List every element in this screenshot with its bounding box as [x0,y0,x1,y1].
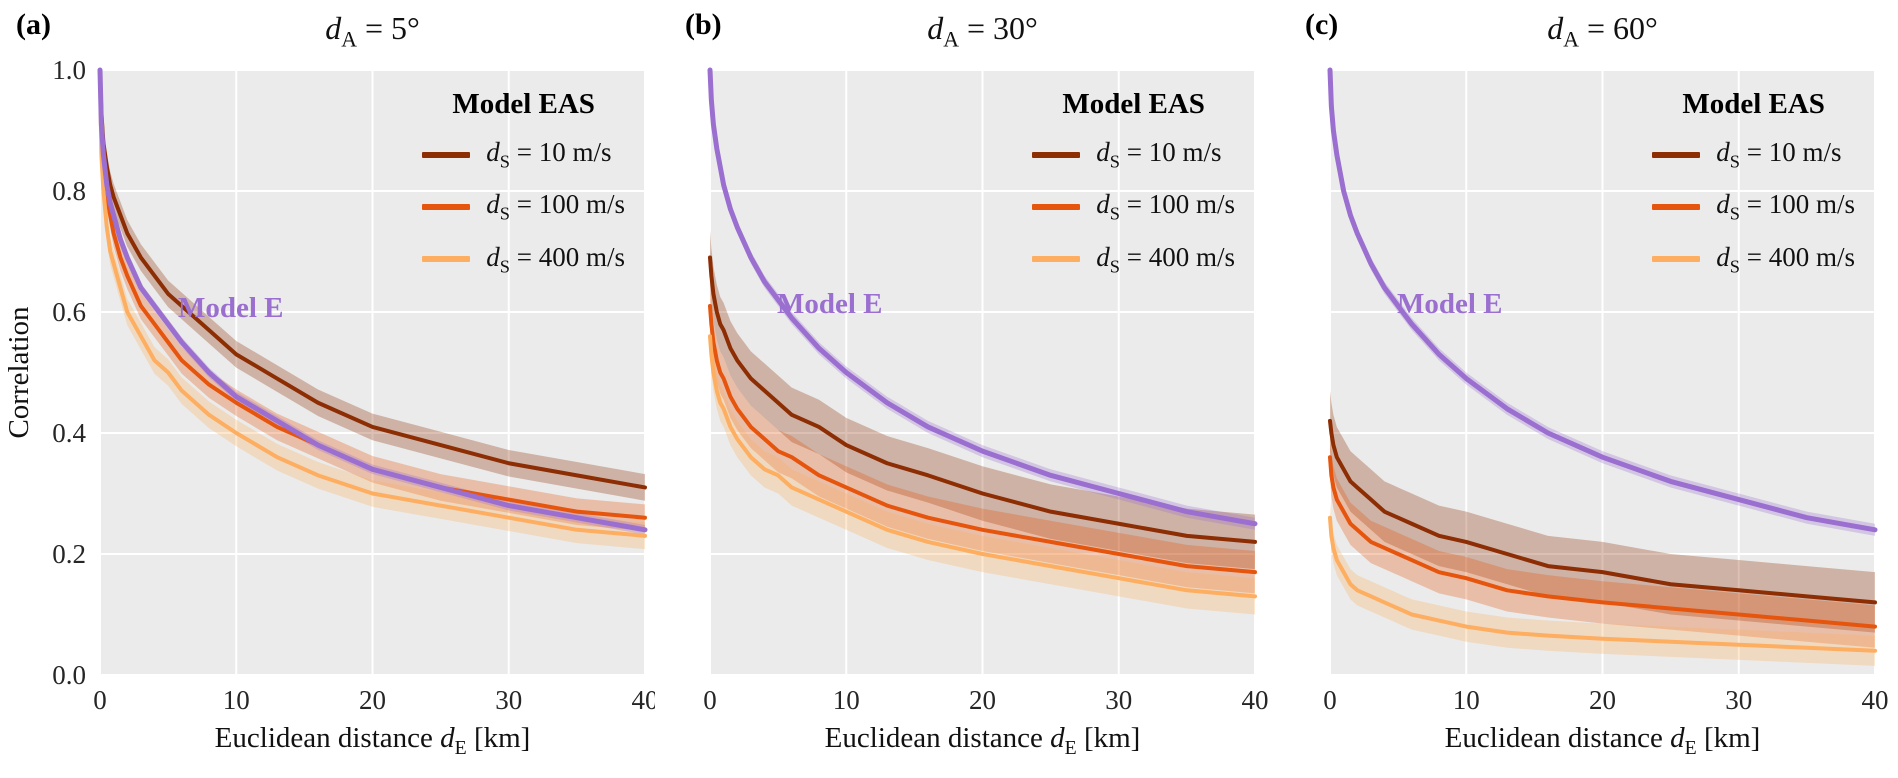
x-axis-label: Euclidean distance dE [km] [214,722,531,759]
legend-item: dS = 10 m/s [1652,137,1842,172]
title-subscript: A [943,27,959,52]
panel-label-a: (a) [16,8,51,41]
legend-line-swatch [1032,256,1081,263]
panel-c: (c) dA = 60° 0 10 20 30 40 Model EAS dS = 10… [1275,0,1895,778]
svg-text:0: 0 [93,685,107,715]
legend-item: dS = 10 m/s [422,137,612,172]
svg-text:40: 40 [632,685,656,715]
svg-text:0.0: 0.0 [52,660,86,690]
svg-text:0.8: 0.8 [52,176,86,206]
svg-text:40: 40 [1242,685,1269,715]
title-value: = 5° [356,10,420,46]
legend-line-swatch [422,256,471,263]
legend-title: Model EAS [452,88,595,120]
legend: Model EAS dS = 10 m/s dS = 100 m/s dS = … [1032,88,1235,294]
plot-c: 0 10 20 30 40 [1323,67,1889,715]
title-variable: d [325,10,342,46]
legend-line-swatch [1652,204,1701,211]
title-value: = 30° [958,10,1038,46]
legend-line-swatch [422,204,471,211]
legend-line-swatch [1652,256,1701,263]
svg-text:30: 30 [495,685,522,715]
panel-title-b: dA = 30° [710,10,1255,52]
svg-text:20: 20 [359,685,386,715]
model-e-annotation: Model E [1397,288,1503,320]
legend-line-swatch [1652,151,1701,158]
title-subscript: A [1563,27,1579,52]
svg-text:0.2: 0.2 [52,539,86,569]
panel-b: (b) dA = 30° 0 10 20 30 40 Model EAS dS = 10… [655,0,1275,778]
title-subscript: A [341,27,357,52]
panel-title-a: dA = 5° [100,10,645,52]
panel-a: (a) dA = 5° 0 10 20 30 40 0.0 0.2 0.4 0.6 0.8 1.0 C… [0,0,655,778]
legend-item: dS = 100 m/s [1032,189,1235,224]
model-e-annotation: Model E [178,292,284,324]
plot-a: 0 10 20 30 40 0.0 0.2 0.4 0.6 0.8 1.0 Correlation [3,55,656,715]
x-axis-label: Euclidean distance dE [km] [1444,722,1761,759]
title-variable: d [927,10,944,46]
plot-b: 0 10 20 30 40 [703,67,1269,715]
title-value: = 60° [1578,10,1658,46]
svg-text:0.6: 0.6 [52,297,86,327]
svg-text:1.0: 1.0 [52,55,86,85]
legend-item: dS = 400 m/s [1032,242,1235,277]
svg-text:0: 0 [1323,685,1337,715]
legend-item: dS = 400 m/s [1652,242,1855,277]
svg-text:30: 30 [1725,685,1752,715]
legend-item: dS = 100 m/s [1652,189,1855,224]
svg-text:40: 40 [1862,685,1889,715]
legend-item: dS = 400 m/s [422,242,625,277]
panel-label-c: (c) [1305,8,1339,41]
panel-label-b: (b) [685,8,722,41]
legend: Model EAS dS = 10 m/s dS = 100 m/s dS = … [422,88,625,294]
svg-text:30: 30 [1105,685,1132,715]
legend: Model EAS dS = 10 m/s dS = 100 m/s dS = … [1652,88,1855,294]
svg-text:10: 10 [1453,685,1480,715]
panel-title-c: dA = 60° [1330,10,1875,52]
title-variable: d [1547,10,1564,46]
model-e-annotation: Model E [777,288,883,320]
legend-item: dS = 100 m/s [422,189,625,224]
legend-title: Model EAS [1682,88,1825,120]
legend-line-swatch [1032,151,1081,158]
svg-text:20: 20 [969,685,996,715]
svg-text:10: 10 [223,685,250,715]
x-axis-label: Euclidean distance dE [km] [824,722,1141,759]
svg-text:0.4: 0.4 [52,418,86,448]
legend-line-swatch [422,151,471,158]
svg-text:0: 0 [703,685,717,715]
legend-item: dS = 10 m/s [1032,137,1222,172]
svg-text:20: 20 [1589,685,1616,715]
legend-title: Model EAS [1062,88,1205,120]
svg-text:10: 10 [833,685,860,715]
svg-text:Correlation: Correlation [3,306,35,439]
legend-line-swatch [1032,204,1081,211]
